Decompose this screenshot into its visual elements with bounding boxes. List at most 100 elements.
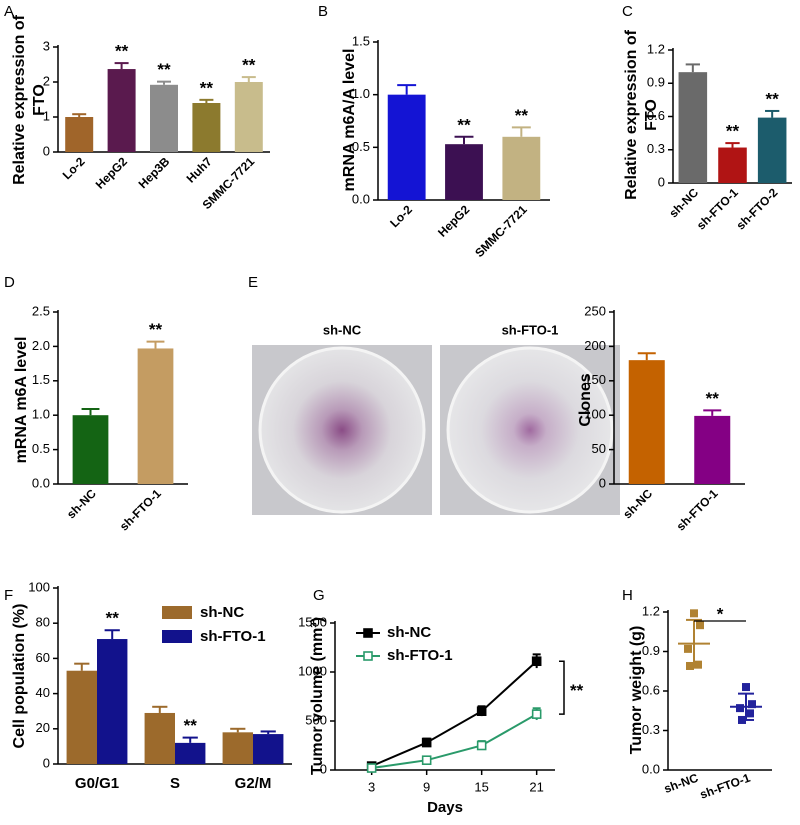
bar: [66, 670, 97, 764]
panel-letter: F: [4, 587, 13, 604]
legend-label: sh-FTO-1: [387, 647, 453, 664]
x-tick-label: Huh7: [184, 154, 215, 185]
point: [746, 709, 754, 718]
bar: [694, 415, 731, 484]
bar: [387, 94, 426, 200]
bar: [97, 639, 128, 764]
bar: [72, 415, 109, 484]
y-axis-label: mRNA m6A level: [13, 337, 30, 464]
x-tick-label: 3: [368, 779, 375, 794]
bar: [222, 732, 253, 764]
marker: [366, 763, 377, 773]
bar: [175, 742, 206, 764]
bar: [150, 84, 178, 152]
x-tick-label: Hep3B: [136, 154, 173, 191]
y-tick-label: 100: [28, 579, 50, 594]
y-axis-label: Tumor volume (mm³): [309, 617, 326, 775]
x-tick-label: 21: [529, 779, 543, 794]
bracket: [559, 660, 565, 715]
significance: **: [115, 42, 129, 61]
x-tick-label: S: [170, 775, 180, 792]
y-tick-label: 1500: [298, 614, 327, 629]
x-tick-label: sh-FTO-2: [734, 185, 781, 232]
x-tick-label: Lo-2: [387, 202, 415, 230]
y-tick-label: 250: [584, 303, 606, 318]
y-tick-label: 1.2: [647, 41, 665, 56]
line: [371, 660, 538, 767]
image-label: sh-FTO-1: [502, 322, 559, 337]
bar: [502, 136, 541, 200]
x-tick-label: sh-NC: [620, 486, 655, 521]
panel-letter: C: [622, 3, 633, 20]
bar: [678, 72, 708, 183]
legend-swatch: [162, 606, 192, 619]
y-tick-label: 0: [599, 475, 606, 490]
significance: **: [457, 115, 471, 134]
significance: **: [570, 681, 584, 700]
y-tick-label: 0.3: [642, 722, 660, 737]
y-tick-label: 1.0: [352, 86, 370, 101]
y-tick-label: 1: [43, 108, 50, 123]
y-tick-label: 60: [36, 650, 50, 665]
x-tick-label: sh-NC: [64, 486, 99, 521]
point: [684, 644, 692, 653]
y-tick-label: 1000: [298, 663, 327, 678]
marker: [531, 656, 542, 667]
image-label: sh-NC: [323, 322, 362, 337]
y-axis-label: Clones: [577, 373, 594, 426]
y-tick-label: 0.9: [647, 75, 665, 90]
bar: [253, 734, 284, 764]
marker: [421, 755, 432, 766]
y-axis-label: Tumor weight (g): [628, 626, 645, 755]
significance: **: [242, 56, 256, 75]
y-tick-label: 150: [584, 372, 606, 387]
bar: [144, 712, 175, 764]
y-tick-label: 0.0: [32, 475, 50, 490]
point: [736, 704, 744, 713]
y-tick-label: 500: [305, 712, 327, 727]
significance: **: [200, 78, 214, 97]
point: [694, 660, 702, 669]
y-tick-label: 20: [36, 720, 50, 735]
y-tick-label: 2.0: [32, 338, 50, 353]
y-tick-label: 0: [320, 761, 327, 776]
x-tick-label: sh-FTO-1: [674, 486, 721, 533]
point: [690, 609, 698, 618]
y-tick-label: 0: [43, 143, 50, 158]
panel-letter: B: [318, 3, 328, 20]
significance: **: [515, 106, 529, 125]
bar: [65, 117, 94, 152]
significance: *: [717, 604, 724, 623]
significance: **: [149, 320, 163, 339]
point: [748, 700, 756, 709]
legend-label: sh-FTO-1: [200, 628, 266, 645]
y-tick-label: 80: [36, 615, 50, 630]
significance: **: [706, 389, 720, 408]
y-tick-label: 100: [584, 407, 606, 422]
x-axis-label: Days: [427, 799, 463, 816]
y-tick-label: 1.5: [352, 33, 370, 48]
bar: [628, 360, 665, 484]
panel-letter: D: [4, 274, 15, 291]
y-tick-label: 0.5: [32, 441, 50, 456]
y-tick-label: 0.9: [642, 643, 660, 658]
x-tick-label: G0/G1: [75, 775, 119, 792]
marker: [476, 706, 487, 717]
x-tick-label: sh-FTO-1: [694, 185, 741, 232]
y-tick-label: 1.2: [642, 603, 660, 618]
x-tick-label: HepG2: [93, 154, 130, 191]
significance: **: [766, 89, 780, 108]
significance: **: [106, 609, 120, 628]
y-tick-label: 3: [43, 38, 50, 53]
y-axis-label: mRNA m6A/A level: [341, 49, 358, 192]
y-tick-label: 0.0: [642, 761, 660, 776]
marker: [476, 740, 487, 751]
x-tick-label: sh-NC: [662, 771, 700, 796]
significance: **: [157, 60, 171, 79]
dish: [446, 346, 614, 514]
y-tick-label: 40: [36, 685, 50, 700]
y-tick-label: 0.6: [642, 682, 660, 697]
y-tick-label: 0: [43, 755, 50, 770]
y-axis-label: Relative expression of: [623, 29, 640, 200]
